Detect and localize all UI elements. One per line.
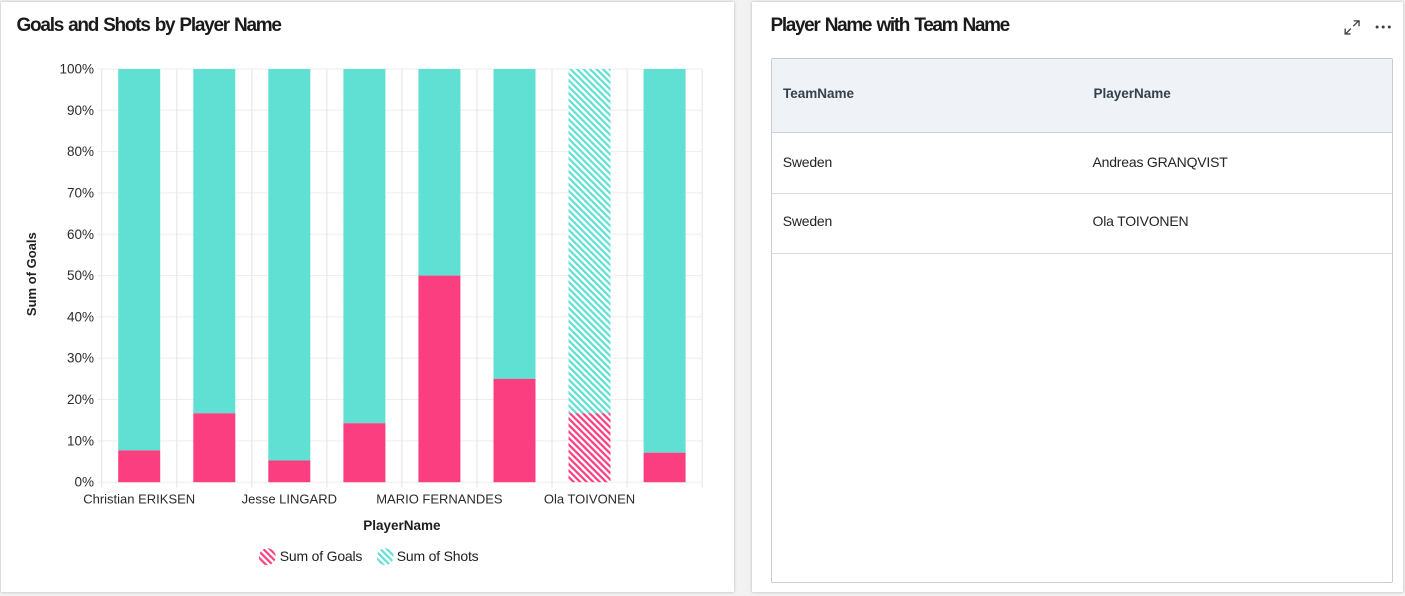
svg-text:MARIO FERNANDES: MARIO FERNANDES	[376, 492, 503, 507]
svg-text:30%: 30%	[67, 351, 94, 366]
svg-text:50%: 50%	[67, 268, 94, 283]
svg-text:Christian ERIKSEN: Christian ERIKSEN	[83, 492, 195, 507]
svg-text:Sum of Goals: Sum of Goals	[24, 232, 39, 316]
svg-text:Goals and Shots by Player Name: Goals and Shots by Player Name	[17, 15, 282, 36]
svg-text:20%: 20%	[67, 392, 94, 407]
svg-text:Jesse LINGARD: Jesse LINGARD	[242, 492, 337, 507]
svg-text:60%: 60%	[67, 227, 94, 242]
svg-text:10%: 10%	[67, 433, 94, 448]
svg-text:40%: 40%	[67, 309, 94, 324]
svg-text:PlayerName: PlayerName	[363, 518, 441, 533]
svg-text:Sum of Shots: Sum of Shots	[397, 548, 479, 564]
svg-text:Sum of Goals: Sum of Goals	[280, 548, 363, 564]
svg-text:70%: 70%	[67, 185, 94, 200]
svg-text:100%: 100%	[59, 62, 94, 77]
svg-text:90%: 90%	[67, 103, 94, 118]
svg-text:80%: 80%	[67, 144, 94, 159]
svg-text:Ola TOIVONEN: Ola TOIVONEN	[544, 492, 635, 507]
svg-text:0%: 0%	[74, 475, 94, 490]
